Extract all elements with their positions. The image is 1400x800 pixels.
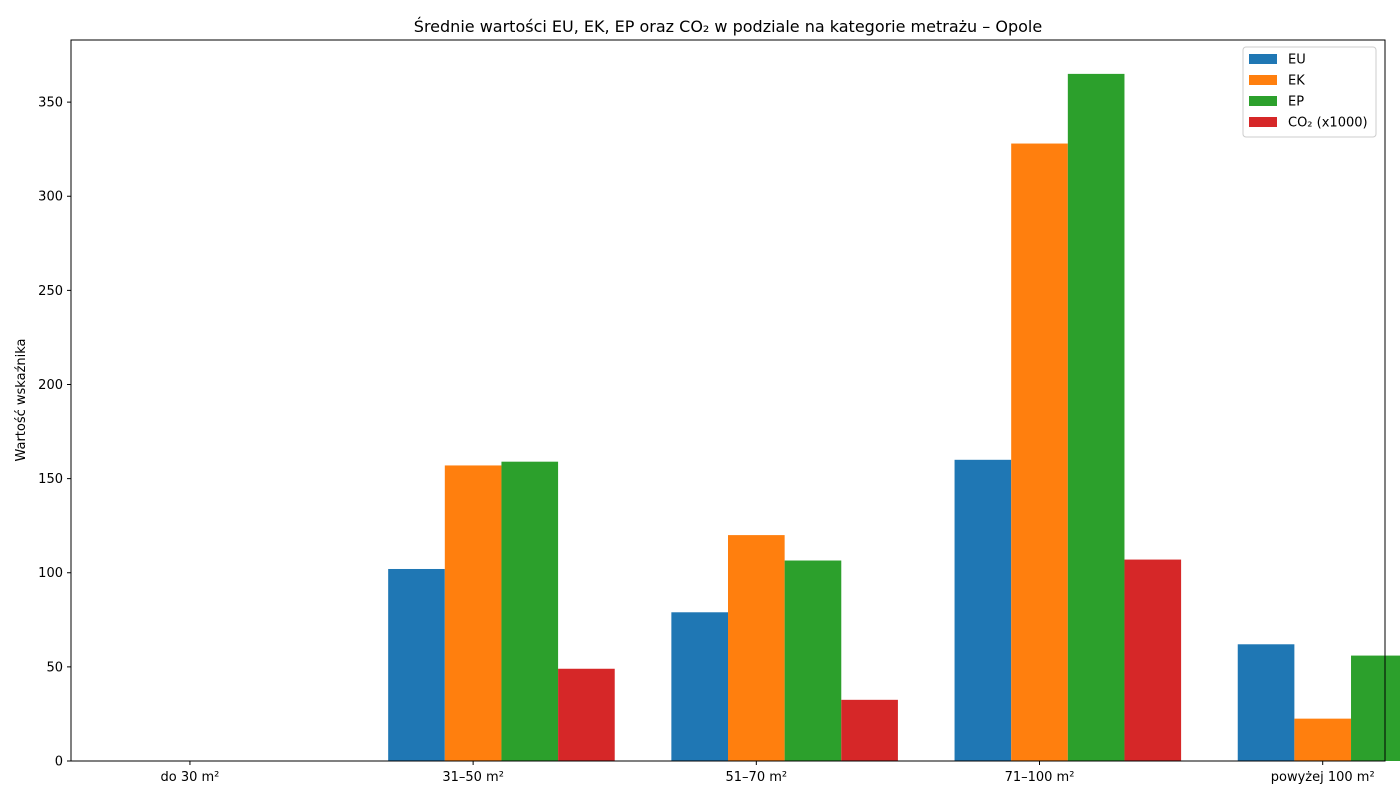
bar-eu-4 <box>1237 644 1295 761</box>
y-tick-label: 150 <box>38 472 63 487</box>
y-tick-label: 100 <box>38 566 63 581</box>
legend-label: EK <box>1288 74 1305 89</box>
bar-ek-1 <box>444 465 502 761</box>
x-tick-label: do 30 m² <box>160 770 219 785</box>
y-tick-label: 0 <box>55 755 63 770</box>
bar-ep-1 <box>501 461 559 761</box>
legend: EU EK EP CO₂ (x1000) <box>1242 46 1377 138</box>
y-tick-label: 50 <box>46 660 63 675</box>
bars-group <box>388 73 1400 762</box>
y-tick-label: 250 <box>38 284 63 299</box>
legend-swatch <box>1249 117 1277 127</box>
legend-label: EU <box>1288 53 1306 68</box>
legend-swatch <box>1249 75 1277 85</box>
y-axis: 0 50 100 150 200 250 300 350 <box>38 96 71 770</box>
bar-ep-3 <box>1067 73 1125 761</box>
legend-swatch <box>1249 96 1277 106</box>
bar-cox1000-3 <box>1124 559 1182 761</box>
x-tick-label: 71–100 m² <box>1005 770 1075 785</box>
plot-frame <box>70 39 1386 762</box>
bar-ek-3 <box>1011 143 1068 762</box>
x-tick-label: powyżej 100 m² <box>1271 770 1375 785</box>
x-axis: do 30 m² 31–50 m² 51–70 m² 71–100 m² powyżej… <box>160 761 1375 785</box>
bar-ep-4 <box>1351 655 1400 761</box>
y-axis-label: Wartość wskaźnika <box>14 338 29 461</box>
y-tick-label: 300 <box>38 190 63 205</box>
y-tick-label: 350 <box>38 96 63 111</box>
legend-label: CO₂ (x1000) <box>1288 116 1368 131</box>
y-tick-label: 200 <box>38 378 63 393</box>
bar-ek-2 <box>728 535 785 761</box>
bar-ek-4 <box>1294 718 1352 761</box>
legend-label: EP <box>1288 95 1304 110</box>
x-tick-label: 31–50 m² <box>442 770 504 785</box>
legend-swatch <box>1249 54 1277 64</box>
bar-ep-2 <box>784 560 842 761</box>
bar-eu-2 <box>671 612 728 761</box>
bar-cox1000-1 <box>558 668 615 761</box>
legend-box <box>1242 46 1377 138</box>
x-tick-label: 51–70 m² <box>726 770 788 785</box>
chart-title: Średnie wartości EU, EK, EP oraz CO₂ w p… <box>414 17 1042 36</box>
bar-eu-1 <box>388 568 445 761</box>
bar-cox1000-2 <box>841 699 898 761</box>
bar-eu-3 <box>954 459 1012 761</box>
